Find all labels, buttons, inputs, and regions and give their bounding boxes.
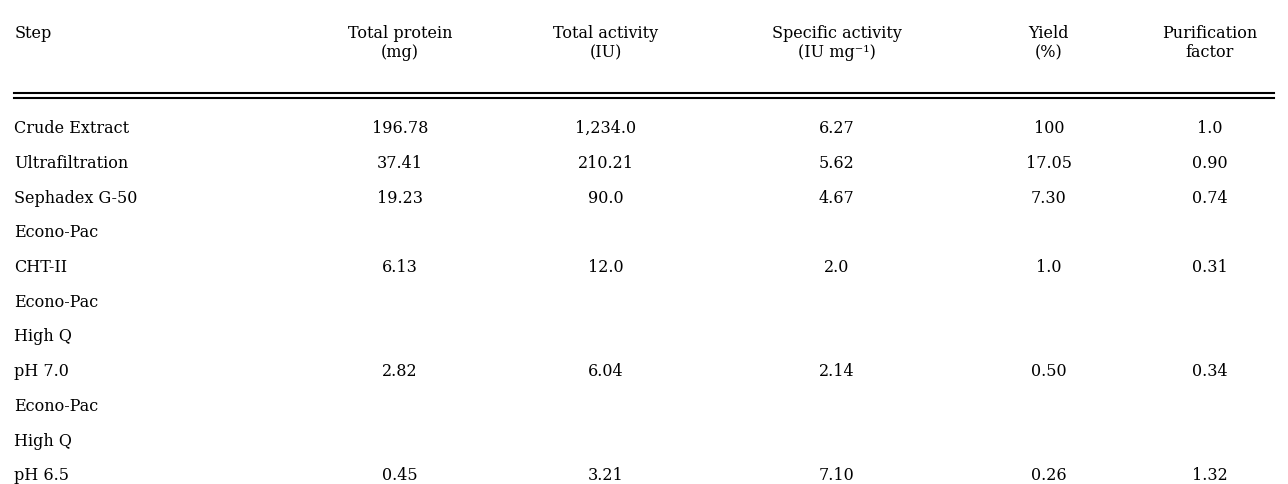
Text: Total protein
(mg): Total protein (mg) <box>348 25 452 61</box>
Text: 6.13: 6.13 <box>381 258 417 275</box>
Text: 0.34: 0.34 <box>1191 363 1227 379</box>
Text: 7.10: 7.10 <box>819 466 855 483</box>
Text: 0.74: 0.74 <box>1191 189 1227 206</box>
Text: 4.67: 4.67 <box>819 189 855 206</box>
Text: 1.0: 1.0 <box>1197 120 1222 137</box>
Text: Total activity
(IU): Total activity (IU) <box>553 25 658 61</box>
Text: 210.21: 210.21 <box>577 155 634 172</box>
Text: 3.21: 3.21 <box>587 466 623 483</box>
Text: pH 6.5: pH 6.5 <box>14 466 70 483</box>
Text: Ultrafiltration: Ultrafiltration <box>14 155 129 172</box>
Text: 2.0: 2.0 <box>824 258 850 275</box>
Text: Purification
factor: Purification factor <box>1162 25 1257 61</box>
Text: 0.26: 0.26 <box>1030 466 1066 483</box>
Text: 19.23: 19.23 <box>377 189 422 206</box>
Text: 1,234.0: 1,234.0 <box>574 120 636 137</box>
Text: 2.82: 2.82 <box>383 363 417 379</box>
Text: 12.0: 12.0 <box>587 258 623 275</box>
Text: Step: Step <box>14 25 52 42</box>
Text: Specific activity
(IU mg⁻¹): Specific activity (IU mg⁻¹) <box>772 25 902 61</box>
Text: Econo-Pac: Econo-Pac <box>14 293 98 310</box>
Text: 5.62: 5.62 <box>819 155 855 172</box>
Text: 100: 100 <box>1033 120 1064 137</box>
Text: 1.32: 1.32 <box>1191 466 1227 483</box>
Text: 0.45: 0.45 <box>383 466 417 483</box>
Text: 7.30: 7.30 <box>1030 189 1066 206</box>
Text: 0.31: 0.31 <box>1191 258 1227 275</box>
Text: 6.04: 6.04 <box>587 363 623 379</box>
Text: pH 7.0: pH 7.0 <box>14 363 70 379</box>
Text: Crude Extract: Crude Extract <box>14 120 129 137</box>
Text: Yield
(%): Yield (%) <box>1029 25 1069 61</box>
Text: High Q: High Q <box>14 328 72 345</box>
Text: Sephadex G-50: Sephadex G-50 <box>14 189 138 206</box>
Text: Econo-Pac: Econo-Pac <box>14 397 98 414</box>
Text: Econo-Pac: Econo-Pac <box>14 224 98 241</box>
Text: 37.41: 37.41 <box>377 155 422 172</box>
Text: 1.0: 1.0 <box>1036 258 1061 275</box>
Text: 90.0: 90.0 <box>587 189 623 206</box>
Text: 17.05: 17.05 <box>1025 155 1072 172</box>
Text: 6.27: 6.27 <box>819 120 855 137</box>
Text: High Q: High Q <box>14 432 72 449</box>
Text: 0.50: 0.50 <box>1030 363 1066 379</box>
Text: CHT-II: CHT-II <box>14 258 67 275</box>
Text: 2.14: 2.14 <box>819 363 855 379</box>
Text: 0.90: 0.90 <box>1191 155 1227 172</box>
Text: 196.78: 196.78 <box>372 120 428 137</box>
